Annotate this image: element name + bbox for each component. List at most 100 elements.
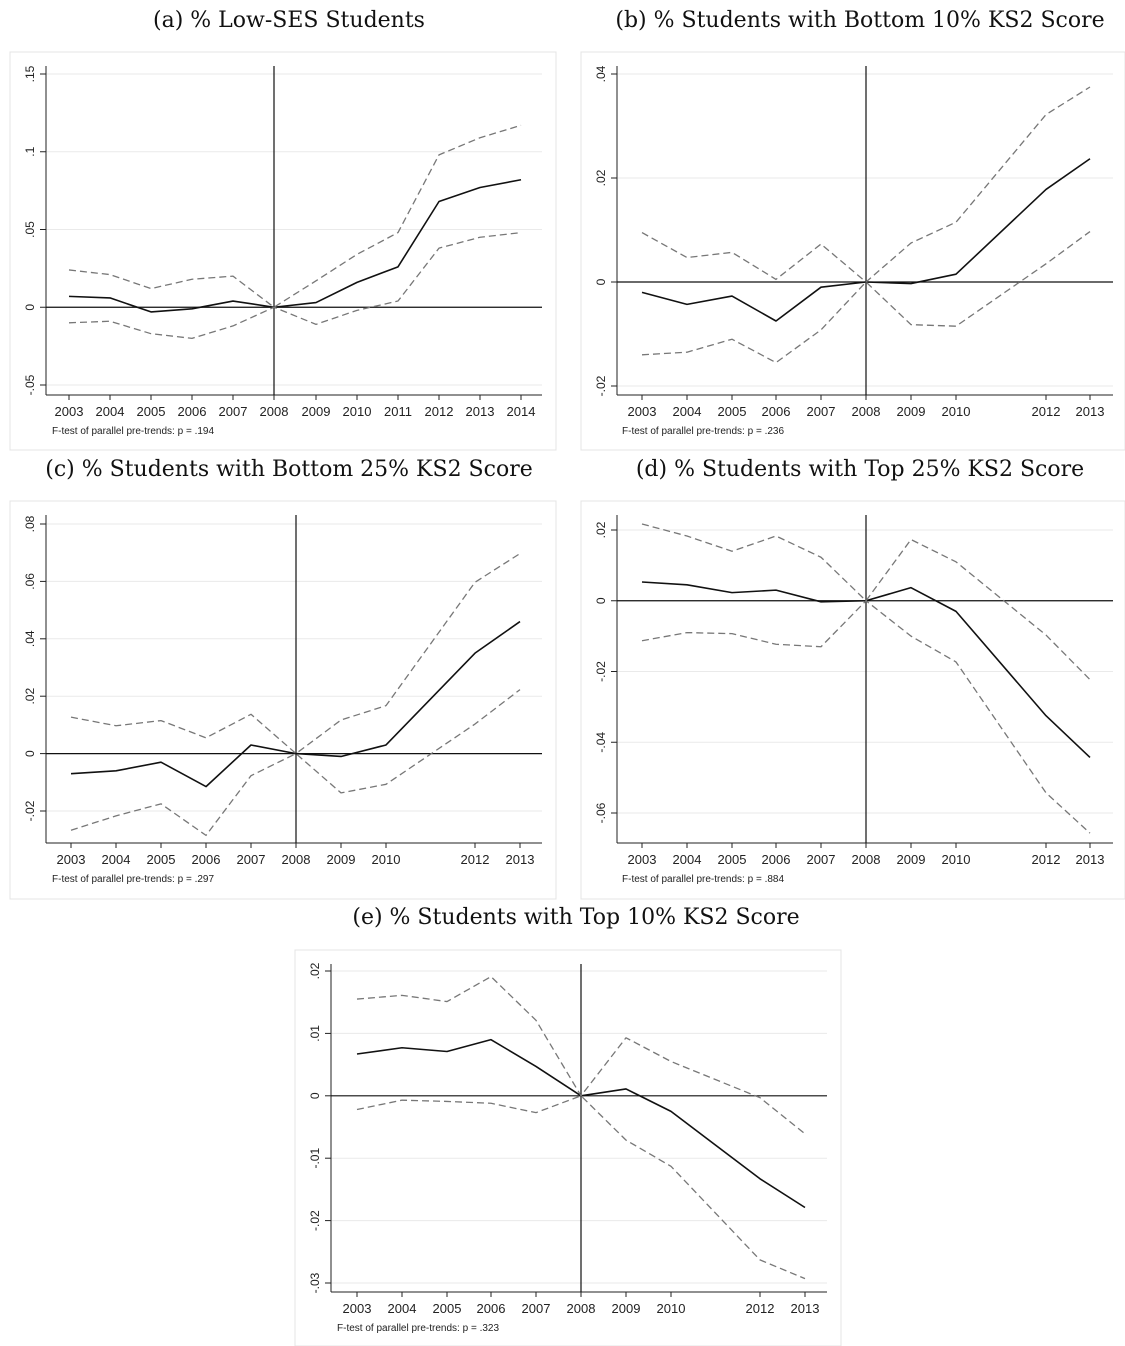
confidence-bound-line [356,975,806,1135]
x-tick-label: 2004 [102,852,131,867]
x-tick-label: 2003 [628,852,657,867]
y-tick-label: .02 [308,962,322,979]
confidence-bound-line [68,124,522,308]
x-tick-label: 2007 [522,1301,551,1316]
chart-title: (b) % Students with Bottom 10% KS2 Score [615,8,1104,33]
y-tick-label: -.02 [594,661,608,682]
confidence-bound-line [356,1095,806,1280]
y-tick-label: .05 [23,221,37,238]
y-tick-label: .06 [23,573,37,590]
y-tick-label: .02 [594,521,608,538]
x-tick-label: 2007 [807,852,836,867]
y-tick-label: 0 [594,597,608,604]
x-tick-label: 2003 [57,852,86,867]
x-tick-label: 2005 [147,852,176,867]
confidence-bound-line [641,86,1091,283]
y-tick-label: .01 [308,1025,322,1042]
panel-c: (c) % Students with Bottom 25% KS2 Score… [9,457,557,900]
x-tick-label: 2008 [260,404,289,419]
x-axis: 2003 2004 2005 2006 2007 2008 2009 2010 2012 2013 [628,843,1105,867]
y-tick-label: .08 [23,515,37,532]
panel-b: (b) % Students with Bottom 10% KS2 Score… [580,8,1125,451]
pretrend-test-note: F-test of parallel pre-trends: p = .884 [622,874,784,885]
x-tick-label: 2012 [746,1301,775,1316]
y-tick-label: .15 [23,65,37,82]
confidence-bound-line [641,231,1091,364]
y-axis: -.05 0 .05 .1 .15 [23,65,542,395]
confidence-bound-line [641,523,1091,681]
x-tick-label: 2008 [852,852,881,867]
y-tick-label: -.05 [23,374,37,395]
x-axis: 2003 2004 2005 2006 2007 2008 2009 2010 2012 2013 [628,395,1104,419]
y-tick-label: -.04 [594,732,608,753]
y-tick-label: -.02 [23,800,37,821]
estimate-line [641,158,1091,322]
y-tick-label: -.03 [308,1272,322,1293]
y-tick-label: -.01 [308,1148,322,1169]
x-tick-label: 2005 [718,404,747,419]
estimate-line [356,1038,806,1209]
x-tick-label: 2006 [192,852,221,867]
x-tick-label: 2005 [718,852,747,867]
x-tick-label: 2007 [237,852,266,867]
x-tick-label: 2004 [96,404,125,419]
graph-region-frame [580,51,1125,451]
graph-region-frame [9,51,557,451]
estimate-line [70,620,521,788]
x-tick-label: 2014 [507,404,536,419]
y-axis: -.02 0 .02 .04 [594,65,1113,396]
x-tick-label: 2013 [506,852,535,867]
panel-d: (d) % Students with Top 25% KS2 Score -.0… [580,457,1125,900]
graph-region-frame [9,500,557,900]
x-tick-label: 2008 [567,1301,596,1316]
y-tick-label: .02 [23,688,37,705]
y-tick-label: -.02 [308,1210,322,1231]
x-tick-label: 2003 [628,404,657,419]
x-tick-label: 2012 [425,404,454,419]
y-tick-label: .04 [23,630,37,647]
pretrend-test-note: F-test of parallel pre-trends: p = .323 [337,1323,499,1334]
x-tick-label: 2005 [137,404,166,419]
x-axis: 2003 2004 2005 2006 2007 2008 2009 2010 2011 2012… [55,395,536,419]
x-tick-label: 2006 [762,404,791,419]
confidence-bound-line [641,600,1091,834]
y-tick-label: -.02 [594,375,608,396]
y-tick-label: 0 [23,304,37,311]
x-tick-label: 2010 [372,852,401,867]
x-tick-label: 2009 [302,404,331,419]
x-tick-label: 2006 [178,404,207,419]
x-tick-label: 2010 [657,1301,686,1316]
pretrend-test-note: F-test of parallel pre-trends: p = .236 [622,426,784,437]
confidence-bound-line [68,231,522,340]
confidence-bound-line [70,689,521,837]
y-tick-label: .02 [594,169,608,186]
x-tick-label: 2004 [388,1301,417,1316]
x-tick-label: 2004 [673,852,702,867]
x-tick-label: 2013 [791,1301,820,1316]
y-tick-label: 0 [594,278,608,285]
y-tick-label: .1 [23,146,37,156]
y-axis: -.03 -.02 -.01 0 .01 .02 [308,962,827,1293]
y-axis: -.02 0 .02 .04 .06 .08 [23,515,542,821]
chart-title: (d) % Students with Top 25% KS2 Score [636,457,1084,482]
pretrend-test-note: F-test of parallel pre-trends: p = .297 [52,874,214,885]
x-tick-label: 2010 [942,404,971,419]
confidence-bound-line [70,553,521,755]
x-tick-label: 2010 [343,404,372,419]
x-tick-label: 2007 [807,404,836,419]
x-tick-label: 2008 [282,852,311,867]
x-tick-label: 2013 [1076,852,1105,867]
x-tick-label: 2006 [477,1301,506,1316]
x-tick-label: 2010 [942,852,971,867]
graph-region-frame [580,500,1125,900]
x-tick-label: 2006 [762,852,791,867]
x-tick-label: 2012 [461,852,490,867]
x-tick-label: 2008 [852,404,881,419]
y-tick-label: 0 [23,750,37,757]
x-tick-label: 2012 [1032,852,1061,867]
chart-title: (c) % Students with Bottom 25% KS2 Score [45,457,532,482]
x-tick-label: 2003 [343,1301,372,1316]
estimate-line [641,581,1091,759]
